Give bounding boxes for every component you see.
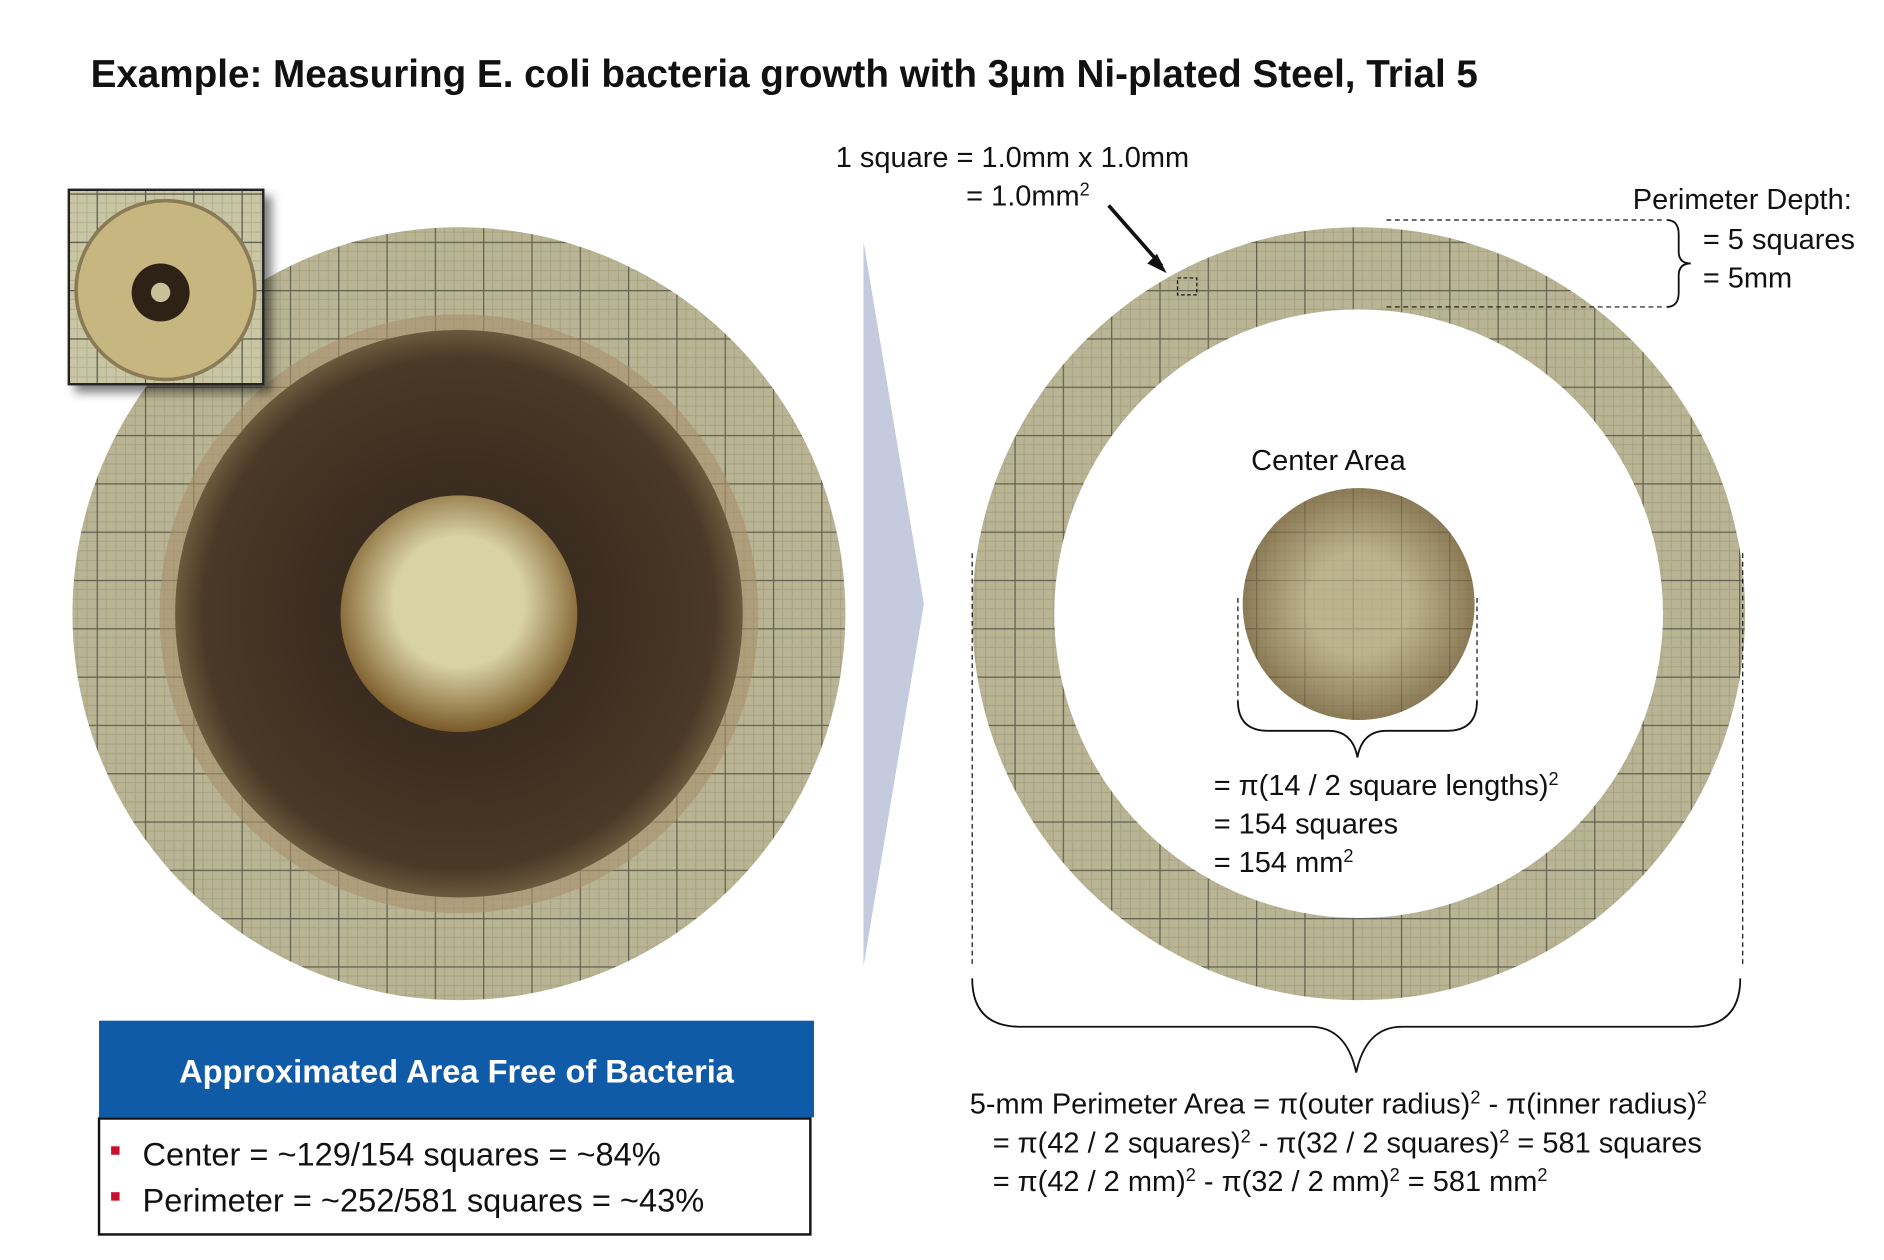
- text-part: 5-mm Perimeter Area = π(outer radius): [970, 1089, 1471, 1121]
- annotation-line: = 5mm: [1703, 263, 1792, 295]
- annotation-line: 5-mm Perimeter Area = π(outer radius)2 -…: [970, 1088, 1707, 1121]
- annotation-line: Perimeter Depth:: [1633, 184, 1852, 216]
- text-part: = 581 mm: [1400, 1166, 1538, 1198]
- superscript: 2: [1241, 1126, 1251, 1146]
- summary-heading: Approximated Area Free of Bacteria: [179, 1052, 735, 1089]
- annotation-line: 1 square = 1.0mm x 1.0mm: [836, 142, 1189, 174]
- text-part: = 5mm: [1703, 263, 1792, 295]
- summary-box: [97, 1117, 812, 1236]
- right-photo: [972, 227, 1746, 1001]
- annotation-line: = 154 squares: [1214, 808, 1398, 840]
- text-part: - π(32 / 2 mm): [1196, 1166, 1390, 1198]
- text-part: - π(inner radius): [1480, 1089, 1696, 1121]
- annotation-line: = π(42 / 2 mm)2 - π(32 / 2 mm)2 = 581 mm…: [993, 1165, 1548, 1198]
- superscript: 2: [1470, 1088, 1480, 1108]
- bullet: [111, 1146, 120, 1155]
- summary-item: Perimeter = ~252/581 squares = ~43%: [143, 1182, 705, 1219]
- summary-header: [99, 1020, 814, 1118]
- annotation-lines: [971, 204, 1744, 1073]
- text-part: = 1.0mm: [966, 180, 1079, 212]
- annotation-line: = 1.0mm2: [966, 179, 1090, 212]
- title: Example: Measuring E. coli bacteria grow…: [91, 53, 1478, 96]
- text-part: Perimeter Depth:: [1633, 184, 1852, 216]
- annotation-line: = π(14 / 2 square lengths)2: [1214, 769, 1559, 802]
- superscript: 2: [1499, 1126, 1509, 1146]
- text-part: = π(14 / 2 square lengths): [1214, 770, 1549, 802]
- text-part: = π(42 / 2 mm): [993, 1166, 1186, 1198]
- annotation-line: = 154 mm2: [1214, 846, 1354, 879]
- superscript: 2: [1080, 179, 1090, 199]
- superscript: 2: [1343, 846, 1353, 866]
- text-part: = 5 squares: [1703, 224, 1855, 256]
- text-part: = 581 squares: [1509, 1127, 1701, 1159]
- text-part: - π(32 / 2 squares): [1251, 1127, 1500, 1159]
- arrow-head: [1147, 253, 1167, 274]
- superscript: 2: [1186, 1165, 1196, 1185]
- arrow-chevron: [863, 241, 924, 967]
- annotation-line: = π(42 / 2 squares)2 - π(32 / 2 squares)…: [993, 1126, 1702, 1159]
- text-part: = π(42 / 2 squares): [993, 1127, 1241, 1159]
- text-part: = 154 mm: [1214, 847, 1344, 879]
- superscript: 2: [1390, 1165, 1400, 1185]
- text-part: 1 square = 1.0mm x 1.0mm: [836, 142, 1189, 174]
- summary-item: Center = ~129/154 squares = ~84%: [143, 1136, 661, 1173]
- left-photo: [72, 227, 846, 1001]
- bullet: [111, 1192, 120, 1201]
- superscript: 2: [1549, 769, 1559, 789]
- superscript: 2: [1697, 1088, 1707, 1108]
- inset-photo: [67, 188, 265, 386]
- text-part: = 154 squares: [1214, 808, 1398, 840]
- annotation-line: = 5 squares: [1703, 224, 1855, 256]
- superscript: 2: [1537, 1165, 1547, 1185]
- center-label: Center Area: [1251, 445, 1406, 477]
